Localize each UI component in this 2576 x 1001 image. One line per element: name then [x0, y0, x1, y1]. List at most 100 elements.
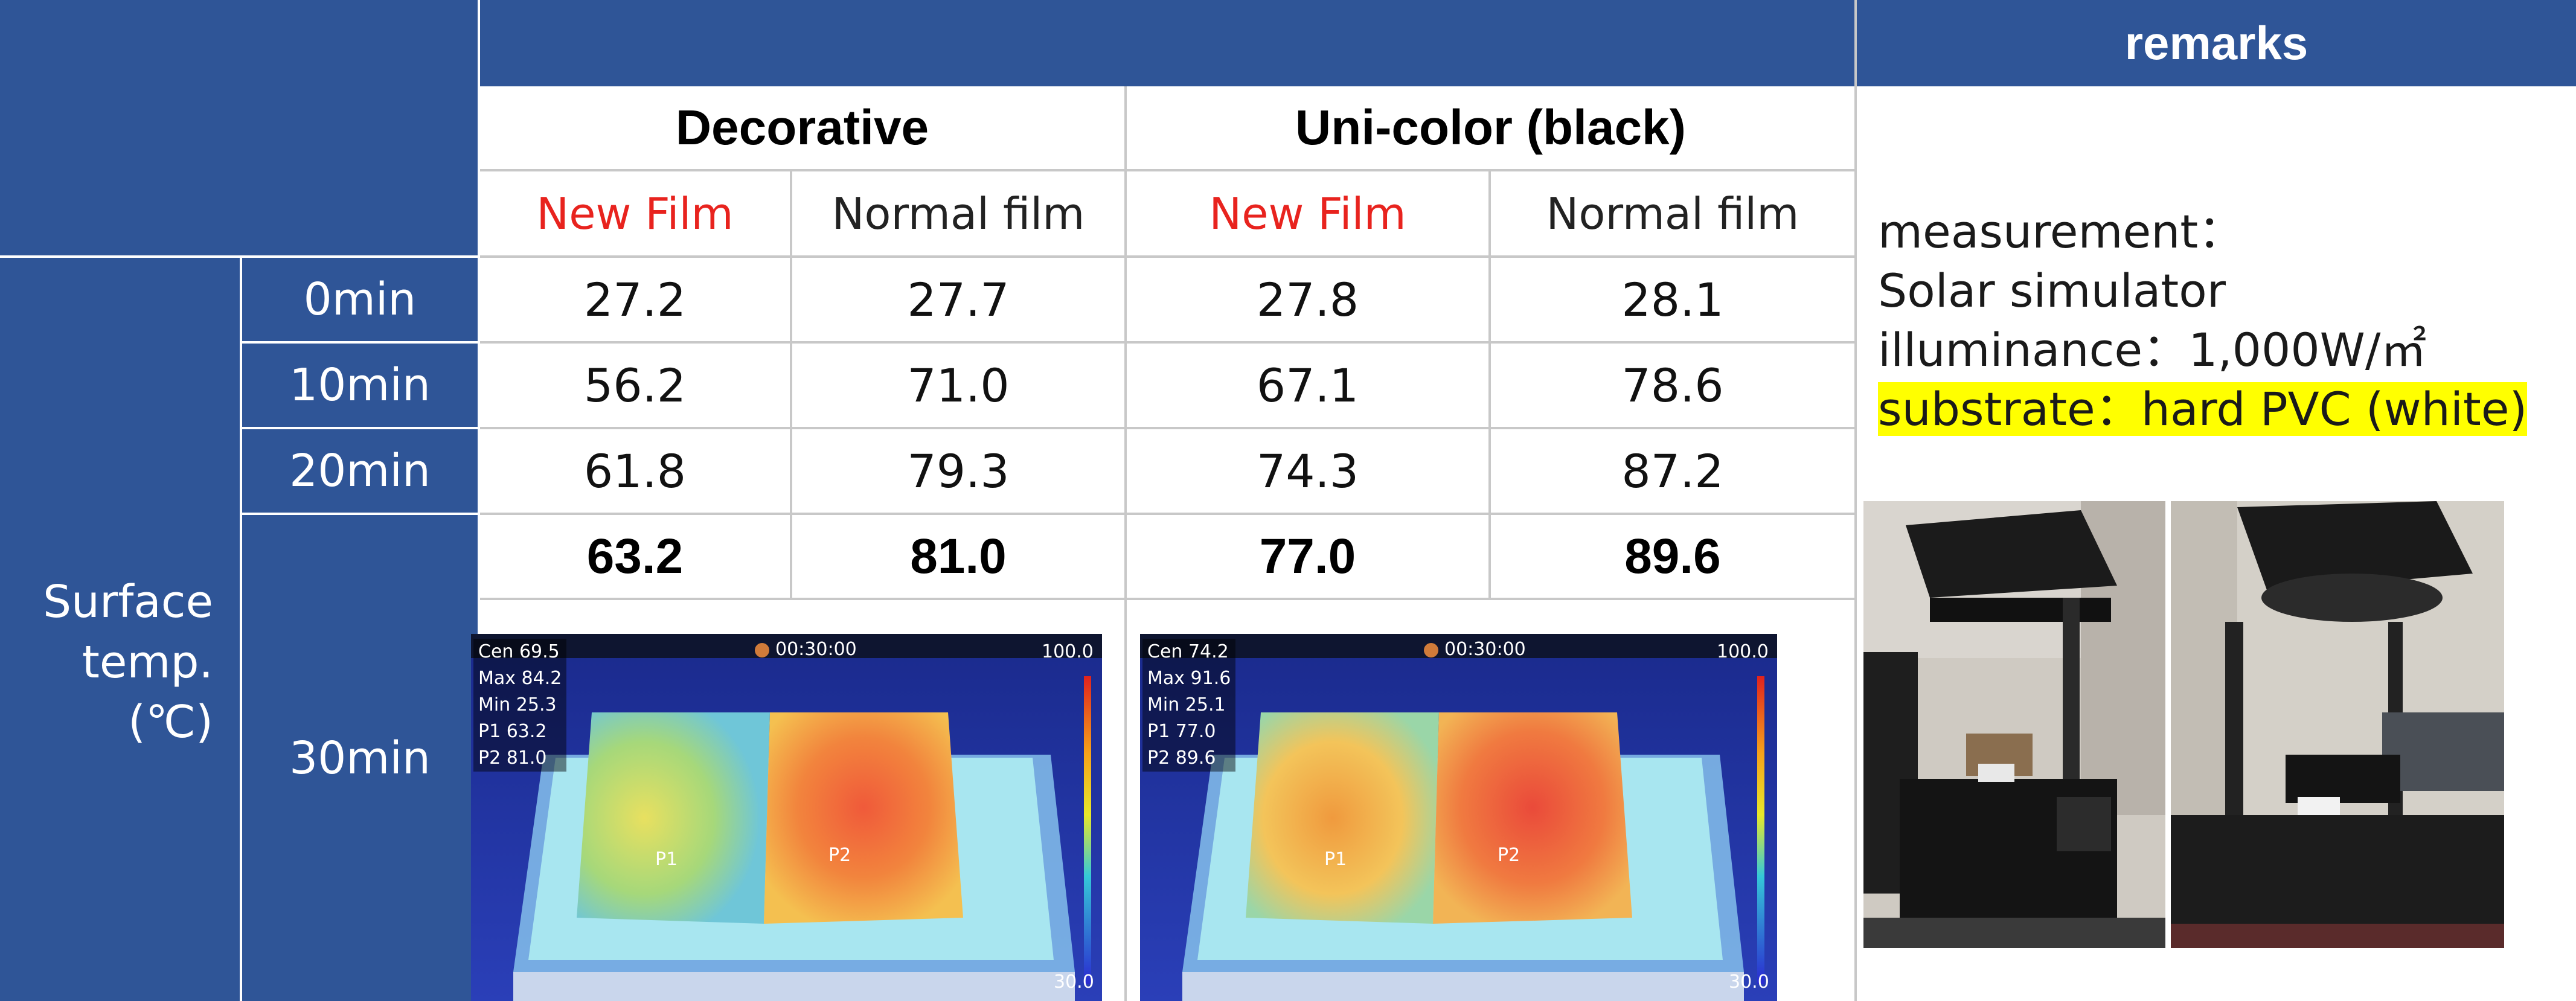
time-label: 20min [289, 445, 431, 497]
value: 27.8 [1256, 272, 1359, 327]
value-cell: 56.2 [480, 344, 790, 427]
highlighted-substrate: substrate：hard PVC (white) [1878, 382, 2528, 436]
timer: 00:30:00 [755, 636, 857, 663]
cen-readout: Cen 74.2 [1147, 641, 1229, 662]
scale-top: 100.0 [1717, 641, 1769, 662]
value: 28.1 [1621, 272, 1724, 327]
time-cell-3: 30min [242, 515, 478, 1001]
value-cell: 28.1 [1491, 258, 1854, 341]
group-header-band [480, 0, 1854, 86]
remarks-line-simulator: Solar simulator [1878, 264, 2226, 318]
value-cell: 27.2 [480, 258, 790, 341]
value-cell-bold: 81.0 [792, 515, 1124, 598]
thermal-render [1140, 634, 1777, 1001]
value-cell: 74.3 [1127, 429, 1488, 513]
time-label: 30min [289, 732, 431, 784]
setup-photo-2 [2171, 501, 2504, 948]
marker-p2: P2 [1498, 845, 1520, 866]
grid-line [480, 169, 1854, 171]
p1-readout: P1 63.2 [478, 721, 547, 742]
temp-label: temp. [82, 636, 213, 688]
time-label: 0min [303, 273, 417, 325]
time-cell-2: 20min [242, 429, 478, 513]
subheader-new-film-2: New Film [1127, 171, 1488, 255]
value: 27.2 [583, 272, 687, 327]
timer-text: 00:30:00 [1444, 639, 1526, 660]
grid-line [480, 255, 1854, 258]
scale-top: 100.0 [1042, 641, 1094, 662]
record-dot-icon [1424, 642, 1438, 657]
p2-readout: P2 81.0 [478, 747, 547, 769]
new-film-label: New Film [1209, 188, 1406, 239]
time-label: 10min [289, 359, 431, 411]
value: 74.3 [1256, 444, 1359, 498]
group-label: Uni-color (black) [1295, 100, 1686, 155]
timer-text: 00:30:00 [775, 639, 857, 660]
grid-line [1124, 86, 1127, 1001]
value: 67.1 [1256, 358, 1359, 412]
thermal-image-unicolor: Cen 74.2 Max 91.6 Min 25.1 P1 77.0 P2 89… [1140, 634, 1777, 1001]
value: 61.8 [583, 444, 687, 498]
thermal-render [471, 634, 1102, 1001]
value: 81.0 [910, 528, 1007, 584]
timer: 00:30:00 [1424, 636, 1526, 663]
value: 56.2 [583, 358, 687, 412]
value: 78.6 [1621, 358, 1724, 412]
marker-p1: P1 [655, 849, 678, 870]
readout-panel: Cen 74.2 Max 91.6 Min 25.1 P1 77.0 P2 89… [1142, 639, 1236, 772]
p1-readout: P1 77.0 [1147, 721, 1216, 742]
value: 89.6 [1624, 528, 1721, 584]
value-cell: 71.0 [792, 344, 1124, 427]
thermal-image-decorative: Cen 69.5 Max 84.2 Min 25.3 P1 63.2 P2 81… [471, 634, 1102, 1001]
subheader-normal-film-1: Normal film [792, 171, 1124, 255]
value: 63.2 [586, 528, 684, 584]
remarks-header: remarks [1857, 0, 2576, 86]
grid-line [1854, 0, 1857, 1001]
value: 71.0 [907, 358, 1010, 412]
scale-bottom: 30.0 [1729, 971, 1769, 993]
grid-line [480, 341, 1854, 344]
value: 77.0 [1259, 528, 1356, 584]
value: 87.2 [1621, 444, 1724, 498]
grid-line [480, 513, 1854, 515]
min-readout: Min 25.1 [1147, 694, 1226, 715]
row-group-cell: Surface temp. (℃) [0, 258, 240, 1001]
subheader-normal-film-2: Normal film [1491, 171, 1854, 255]
value-cell-bold: 77.0 [1127, 515, 1488, 598]
grid-line [790, 169, 792, 598]
marker-p1: P1 [1324, 849, 1347, 870]
p2-readout: P2 89.6 [1147, 747, 1216, 769]
cen-readout: Cen 69.5 [478, 641, 560, 662]
value-cell-bold: 63.2 [480, 515, 790, 598]
divider [240, 258, 242, 1001]
normal-film-label: Normal film [1546, 188, 1799, 239]
remarks-line-measurement: measurement： [1878, 205, 2244, 258]
value-cell: 27.7 [792, 258, 1124, 341]
setup-photo-1 [1863, 501, 2165, 948]
value-cell: 79.3 [792, 429, 1124, 513]
grid-line [480, 427, 1854, 429]
remarks-text: measurement： Solar simulator illuminance… [1878, 202, 2528, 439]
max-readout: Max 84.2 [478, 668, 562, 689]
divider [0, 255, 480, 258]
time-cell-1: 10min [242, 344, 478, 427]
value: 27.7 [907, 272, 1010, 327]
value-cell: 78.6 [1491, 344, 1854, 427]
min-readout: Min 25.3 [478, 694, 557, 715]
value-cell-bold: 89.6 [1491, 515, 1854, 598]
subheader-new-film-1: New Film [480, 171, 790, 255]
photo-render [1863, 501, 2165, 948]
remarks-label: remarks [2124, 16, 2308, 69]
readout-panel: Cen 69.5 Max 84.2 Min 25.3 P1 63.2 P2 81… [473, 639, 567, 772]
value-cell: 27.8 [1127, 258, 1488, 341]
scale-bottom: 30.0 [1054, 971, 1094, 993]
group-header-unicolor: Uni-color (black) [1127, 86, 1854, 169]
value-cell: 67.1 [1127, 344, 1488, 427]
group-label: Decorative [675, 100, 929, 155]
remarks-line-substrate: substrate：hard PVC (white) [1878, 380, 2528, 439]
surface-label: Surface [43, 575, 213, 628]
grid-line [480, 598, 1854, 600]
value-cell: 87.2 [1491, 429, 1854, 513]
normal-film-label: Normal film [831, 188, 1085, 239]
